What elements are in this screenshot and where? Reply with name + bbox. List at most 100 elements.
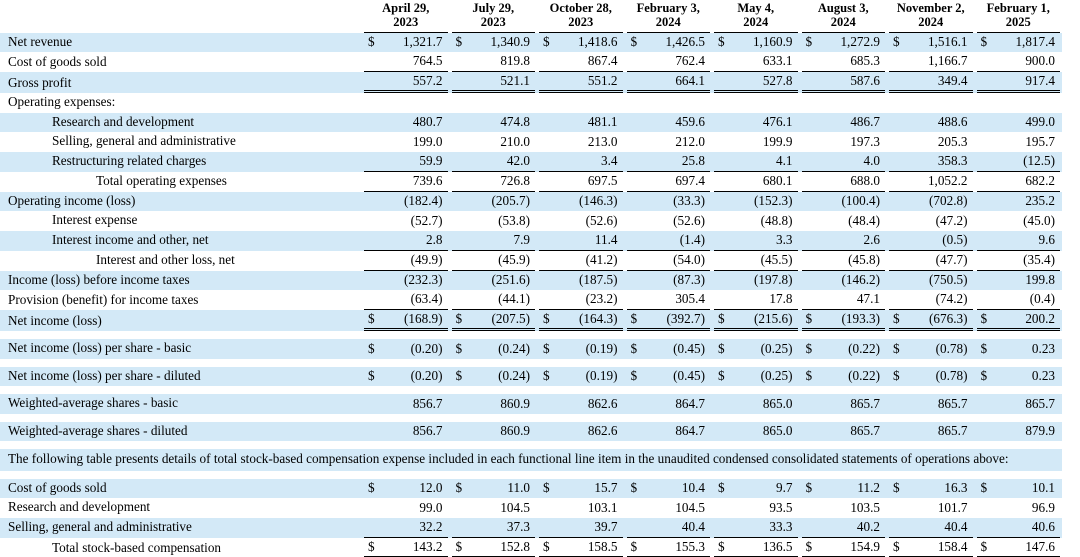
cell-value: 1,426.5 xyxy=(665,34,705,49)
value-box: 865.0 xyxy=(714,395,798,414)
cell-value: (0.45) xyxy=(673,368,705,383)
dollar-sign xyxy=(368,53,371,70)
value-cell: $200.2 xyxy=(974,310,1062,331)
value-cell: 7.9 xyxy=(449,230,537,251)
value-box: $ (0.19) xyxy=(539,340,623,359)
value-cell: 481.1 xyxy=(537,112,625,132)
value-box: (232.3) xyxy=(364,271,448,290)
header-row: April 29, 2023 July 29, 2023 October 28, 2023… xyxy=(0,0,1062,33)
cell-value: (44.1) xyxy=(498,291,530,306)
value-box: (63.4) xyxy=(364,290,448,310)
value-cell: 764.5 xyxy=(362,52,450,72)
value-box: 7.9 xyxy=(451,231,535,251)
cell-value: (1.4) xyxy=(679,231,705,247)
value-cell: $1,418.6 xyxy=(537,32,625,52)
value-cell: $12.0 xyxy=(362,478,450,498)
value-cell: $0.23 xyxy=(974,339,1062,359)
value-cell: 32.2 xyxy=(362,517,450,538)
value-box: $1,160.9 xyxy=(714,33,798,52)
value-cell: $ (0.78) xyxy=(887,339,975,359)
value-box: $1,272.9 xyxy=(802,33,886,52)
cell-value: 521.1 xyxy=(500,73,530,88)
value-box: 867.4 xyxy=(539,52,623,72)
value-cell: (53.8) xyxy=(449,211,537,231)
cell-value: (215.6) xyxy=(754,311,793,326)
spacer-cell xyxy=(0,358,1062,367)
quarter-header-text: November 2, 2024 xyxy=(889,1,973,33)
dollar-sign xyxy=(543,252,546,269)
value-cell: $9.7 xyxy=(712,478,800,498)
value-cell: 726.8 xyxy=(449,171,537,192)
spacer-cell xyxy=(0,470,1062,479)
value-cell: $ (0.19) xyxy=(537,339,625,359)
value-cell: 2.6 xyxy=(799,230,887,251)
quarter-date-line1: November 2, xyxy=(896,1,965,15)
quarter-header-text: February 1, 2025 xyxy=(976,1,1060,33)
cell-value: (45.9) xyxy=(498,251,530,267)
cell-value: (182.4) xyxy=(404,193,443,208)
cell-value: (187.5) xyxy=(579,272,618,287)
row-label: Net revenue xyxy=(0,32,362,52)
value-box: 17.8 xyxy=(714,290,798,310)
dollar-sign xyxy=(543,232,546,249)
value-box: (750.5) xyxy=(889,271,973,290)
dollar-sign xyxy=(806,519,809,536)
cell-value: (53.8) xyxy=(498,212,530,228)
value-box: 864.7 xyxy=(627,422,711,441)
value-box: 40.2 xyxy=(801,518,885,538)
value-box: (47.7) xyxy=(889,251,973,271)
value-box: (53.8) xyxy=(452,212,536,231)
value-box: (12.5) xyxy=(976,152,1060,172)
cell-value: (0.25) xyxy=(760,340,793,356)
dollar-sign xyxy=(981,500,984,517)
value-cell: 865.7 xyxy=(887,394,975,414)
cell-value: (232.3) xyxy=(404,272,443,287)
row-label: Weighted-average shares - diluted xyxy=(0,421,362,441)
quarter-header-6: November 2, 2024 xyxy=(887,0,975,33)
value-box: (52.7) xyxy=(364,212,448,231)
quarter-header-1: July 29, 2023 xyxy=(450,0,538,33)
dollar-sign: $ xyxy=(630,368,638,383)
table-row: Net income (loss) per share - diluted $ (0… xyxy=(0,366,1062,386)
cell-value: 4.0 xyxy=(863,152,880,168)
value-box: $155.3 xyxy=(626,538,710,557)
value-box: 819.8 xyxy=(451,52,535,72)
value-box: 99.0 xyxy=(364,499,448,518)
value-cell: 101.7 xyxy=(887,498,975,518)
value-box: $0.23 xyxy=(977,340,1061,359)
value-cell: (44.1) xyxy=(449,290,537,310)
table-row: Net revenue $1,321.7 $1,340.9 $1,418.6 $1,42… xyxy=(0,32,1062,52)
dollar-sign: $ xyxy=(980,311,988,326)
dollar-sign xyxy=(543,500,546,517)
cell-value: 103.1 xyxy=(587,499,618,515)
value-cell: $ (0.22) xyxy=(799,339,887,359)
dollar-sign xyxy=(718,134,721,151)
dollar-sign: $ xyxy=(718,538,725,554)
row-label: Gross profit xyxy=(0,72,362,93)
value-box: 865.0 xyxy=(714,422,798,441)
cell-value: 862.6 xyxy=(587,395,618,411)
value-box: $1,817.4 xyxy=(977,33,1061,52)
cell-value: 865.7 xyxy=(850,423,880,438)
value-cell: 59.9 xyxy=(362,151,450,172)
value-cell: $ (0.20) xyxy=(362,339,450,359)
spacer-row xyxy=(0,358,1062,367)
dollar-sign xyxy=(631,519,634,536)
value-box: 37.3 xyxy=(451,518,535,538)
value-cell: $158.4 xyxy=(887,537,975,557)
spacer-cell xyxy=(0,386,1062,394)
cell-value: 688.0 xyxy=(850,172,880,188)
cell-value: 99.0 xyxy=(419,499,443,515)
value-cell: $10.4 xyxy=(624,478,712,498)
value-box: $ (0.22) xyxy=(802,340,886,359)
cell-value: 12.0 xyxy=(419,480,443,495)
value-cell: 865.0 xyxy=(712,394,800,414)
value-box: (41.2) xyxy=(539,251,623,271)
value-cell: (182.4) xyxy=(362,191,450,211)
cell-value: 96.9 xyxy=(1031,499,1055,515)
value-box: 862.6 xyxy=(539,395,623,414)
cell-value: 917.4 xyxy=(1025,73,1055,88)
dollar-sign xyxy=(718,73,721,90)
table-row: Selling, general and administrative 32.2… xyxy=(0,517,1062,538)
cell-value: (52.6) xyxy=(585,212,618,228)
